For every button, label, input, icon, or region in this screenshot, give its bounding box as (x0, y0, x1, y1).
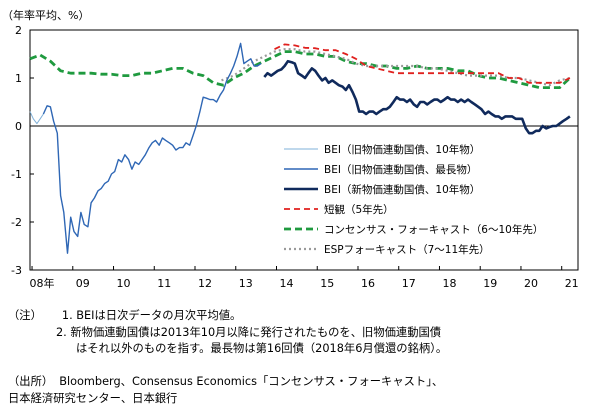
x-tick-label: 11 (157, 277, 171, 290)
legend-label-4: コンセンサス・フォーキャスト（6～10年先） (324, 223, 543, 236)
series-line-1 (42, 42, 262, 254)
x-tick-label: 15 (320, 277, 334, 290)
x-tick-label: 20 (524, 277, 538, 290)
legend-label-3: 短観（5年先） (324, 203, 394, 216)
note-item-1: 1. BEIは日次データの月次平均値。 (61, 309, 242, 322)
series-line-0 (29, 111, 44, 125)
x-tick-label: 09 (76, 277, 90, 290)
x-tick-label: 14 (279, 277, 293, 290)
notes-label: （注） (8, 309, 42, 322)
x-tick-label: 12 (198, 277, 212, 290)
source-line-2: 日本経済研究センター、日本銀行 (8, 391, 178, 405)
source: （出所） Bloomberg、Consensus Economics「コンセンサス… (8, 374, 593, 407)
x-tick-label: 10 (117, 277, 131, 290)
note-line-1: （注） 1. BEIは日次データの月次平均値。 (8, 308, 593, 325)
notes: （注） 1. BEIは日次データの月次平均値。 2. 新物価連動国債は2013年1… (8, 308, 593, 358)
note-item-2: 2. 新物価連動国債は2013年10月以降に発行されたものを、旧物価連動国債 (56, 325, 442, 339)
x-tick-label: 21 (565, 277, 579, 290)
y-tick-label: -1 (11, 168, 22, 181)
note-line-2: 2. 新物価連動国債は2013年10月以降に発行されたものを、旧物価連動国債 (8, 325, 593, 342)
y-tick-label: 0 (15, 120, 22, 133)
legend: BEI（旧物価連動国債、10年物） BEI（旧物価連動国債、最長物） BEI（新物価… (281, 140, 577, 266)
series-line-2 (263, 59, 571, 135)
y-tick-label: 2 (15, 24, 22, 37)
legend-label-5: ESPフォーキャスト（7～11年先） (324, 243, 490, 256)
plot-border (29, 29, 579, 271)
x-tick-label: 18 (442, 277, 456, 290)
legend-background (281, 140, 577, 266)
y-tick-label: 1 (15, 72, 22, 85)
series-line-5 (221, 48, 571, 87)
x-tick-label: 17 (402, 277, 416, 290)
legend-label-1: BEI（旧物価連動国債、最長物） (324, 163, 477, 176)
series-line-4 (29, 50, 571, 89)
legend-label-2: BEI（新物価連動国債、10年物） (324, 183, 480, 196)
legend-label-0: BEI（旧物価連動国債、10年物） (324, 143, 480, 156)
y-tick-label: -2 (11, 216, 22, 229)
x-tick-label: 16 (361, 277, 375, 290)
unit-label: （年率平均、%） (2, 8, 89, 22)
source-line-1: （出所） Bloomberg、Consensus Economics「コンセンサス… (8, 374, 593, 391)
source-label: （出所） (8, 375, 54, 388)
series-layer (29, 42, 571, 254)
note-line-3: はそれ以外のものを指す。最長物は第16回債（2018年6月償還の銘柄）。 (76, 342, 448, 355)
series-line-3 (274, 43, 571, 84)
source-text-1: Bloomberg、Consensus Economics「コンセンサス・フォー… (59, 375, 444, 388)
y-tick-label: -3 (11, 264, 22, 277)
x-tick-label: 13 (239, 277, 253, 290)
x-tick-label: 08年 (30, 276, 55, 290)
x-tick-label: 19 (483, 277, 497, 290)
